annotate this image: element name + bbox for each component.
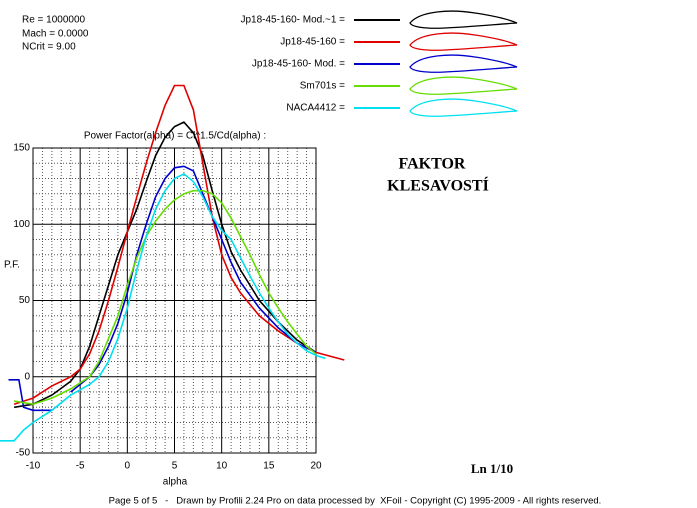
legend-airfoil — [409, 98, 518, 117]
x-tick-label: 15 — [263, 461, 275, 472]
x-axis-label: alpha — [163, 477, 188, 488]
plot-title: Power Factor(alpha) = Cl^1.5/Cd(alpha) : — [84, 131, 266, 142]
footer: Page 5 of 5 - Drawn by Profili 2.24 Pro … — [109, 496, 602, 507]
legend-label: Jp18-45-160 = — [280, 37, 345, 48]
y-tick-label: 100 — [13, 219, 30, 230]
legend-airfoil — [409, 32, 518, 51]
heading: FAKTOR — [399, 156, 466, 173]
legend-label: Jp18-45-160- Mod. = — [252, 59, 345, 70]
y-tick-label: 150 — [13, 143, 30, 154]
x-tick-label: 20 — [310, 461, 322, 472]
legend-label: NACA4412 = — [286, 103, 345, 114]
series-line — [13, 189, 317, 406]
y-axis-label: P.F. — [4, 260, 20, 271]
plot-frame — [32, 147, 317, 454]
y-tick-label: 0 — [24, 371, 30, 382]
x-tick-label: -10 — [26, 461, 41, 472]
heading: KLESAVOSTÍ — [387, 176, 489, 195]
x-tick-label: 10 — [216, 461, 228, 472]
annotation: Ln 1/10 — [471, 461, 513, 476]
info: Re = 1000000 — [22, 15, 86, 26]
series-line — [13, 84, 345, 405]
x-tick-label: 5 — [172, 461, 178, 472]
x-tick-label: -5 — [76, 461, 85, 472]
info: NCrit = 9.00 — [22, 42, 76, 53]
legend-airfoil — [409, 10, 518, 29]
series-line — [8, 165, 317, 412]
y-tick-label: -50 — [16, 448, 31, 459]
info: Mach = 0.0000 — [22, 29, 89, 40]
legend-airfoil — [409, 54, 518, 73]
y-tick-label: 50 — [19, 295, 31, 306]
legend-airfoil — [409, 76, 518, 95]
legend-label: Jp18-45-160- Mod.~1 = — [240, 15, 345, 26]
series-line — [0, 172, 326, 442]
x-tick-label: 0 — [125, 461, 131, 472]
legend-label: Sm701s = — [300, 81, 345, 92]
